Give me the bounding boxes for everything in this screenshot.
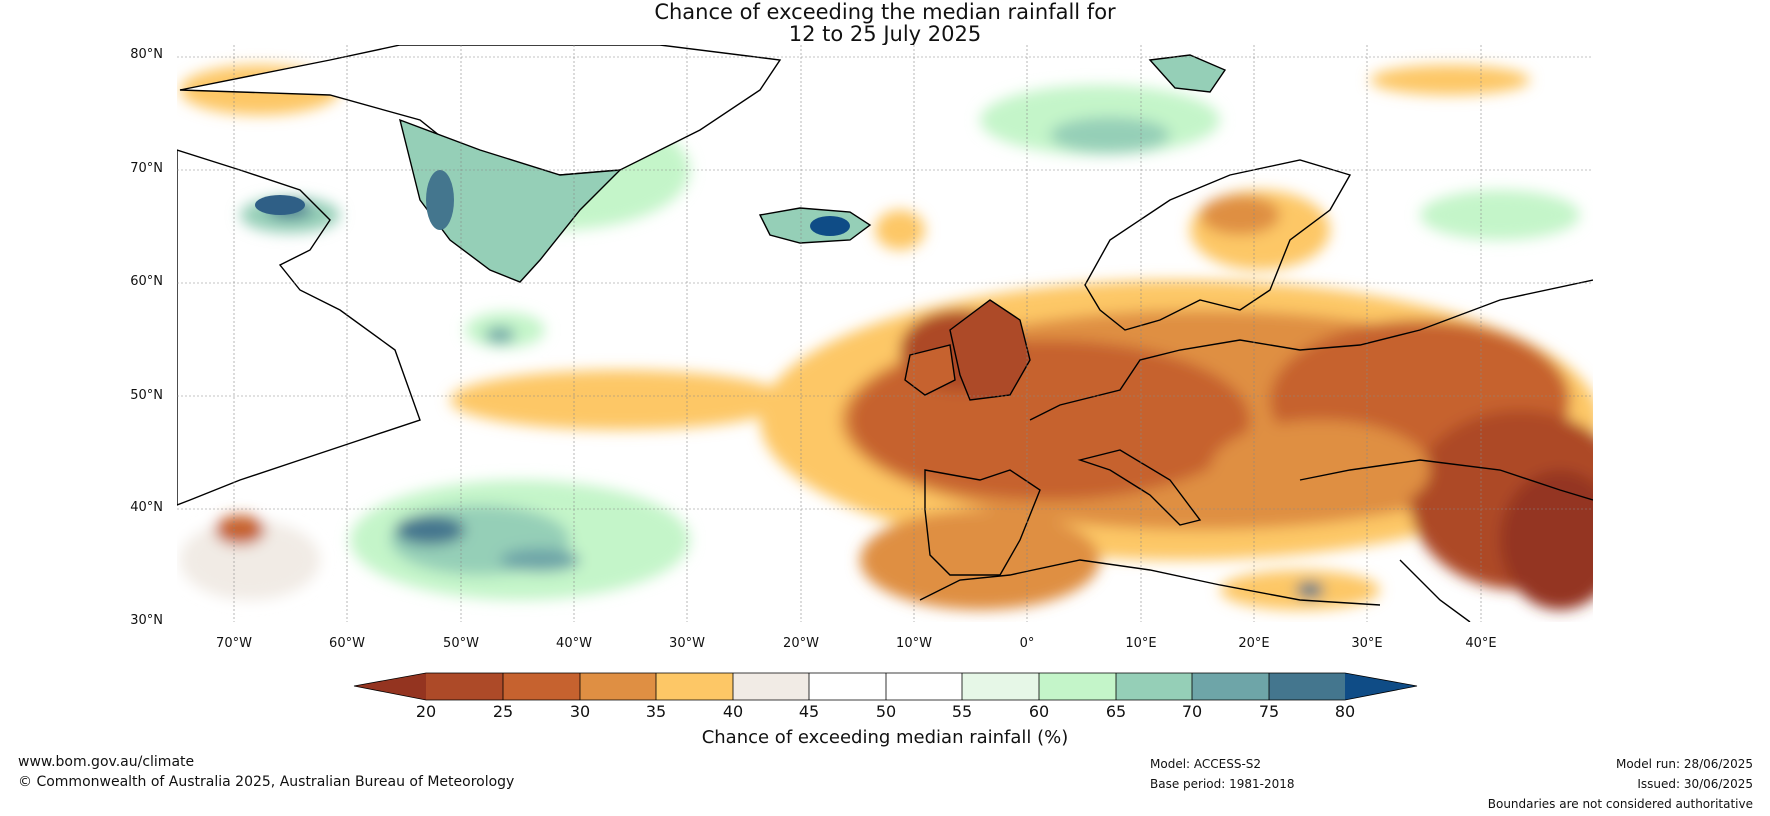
- lat-label-80n: 80°N: [130, 47, 163, 62]
- colorbar-bin-20-25: [426, 673, 503, 700]
- lon-label-10w: 10°W: [896, 636, 932, 651]
- colorbar-tick-40: 40: [722, 702, 744, 721]
- colorbar-tick-80: 80: [1334, 702, 1356, 721]
- lat-label-40n: 40°N: [130, 500, 163, 515]
- colorbar-bin-65-70: [1116, 673, 1192, 700]
- lon-label-40e: 40°E: [1465, 636, 1497, 651]
- copyright-text: © Commonwealth of Australia 2025, Austra…: [18, 774, 515, 790]
- colorbar: [353, 672, 1418, 701]
- base-period: Base period: 1981-2018: [1150, 777, 1295, 791]
- lon-label-0: 0°: [1019, 636, 1035, 651]
- colorbar-over-arrow: [1345, 673, 1417, 700]
- colorbar-bin-50-55: [886, 673, 962, 700]
- lon-label-40w: 40°W: [556, 636, 592, 651]
- colorbar-bin-55-60: [962, 673, 1039, 700]
- colorbar-under-arrow: [354, 673, 426, 700]
- lon-label-30e: 30°E: [1351, 636, 1383, 651]
- lon-label-60w: 60°W: [329, 636, 365, 651]
- lon-label-20e: 20°E: [1238, 636, 1270, 651]
- colorbar-bin-70-75: [1192, 673, 1269, 700]
- colorbar-bin-30-35: [580, 673, 656, 700]
- colorbar-tick-60: 60: [1028, 702, 1050, 721]
- colorbar-tick-75: 75: [1258, 702, 1280, 721]
- colorbar-bin-25-30: [503, 673, 580, 700]
- colorbar-tick-20: 20: [415, 702, 437, 721]
- colorbar-title: Chance of exceeding median rainfall (%): [701, 727, 1069, 748]
- colorbar-tick-35: 35: [645, 702, 667, 721]
- colorbar-bin-75-80: [1269, 673, 1345, 700]
- colorbar-bin-35-40: [656, 673, 733, 700]
- lat-label-70n: 70°N: [130, 161, 163, 176]
- bom-url: www.bom.gov.au/climate: [18, 754, 195, 770]
- lon-label-50w: 50°W: [443, 636, 479, 651]
- graticule: [177, 45, 1593, 622]
- lat-label-30n: 30°N: [130, 613, 163, 628]
- colorbar-tick-45: 45: [798, 702, 820, 721]
- map-title-line-2: 12 to 25 July 2025: [788, 22, 982, 46]
- model-name: Model: ACCESS-S2: [1150, 757, 1262, 771]
- colorbar-tick-55: 55: [951, 702, 973, 721]
- lat-label-60n: 60°N: [130, 274, 163, 289]
- lat-label-50n: 50°N: [130, 388, 163, 403]
- lon-label-70w: 70°W: [216, 636, 252, 651]
- colorbar-tick-50: 50: [875, 702, 897, 721]
- lon-label-30w: 30°W: [669, 636, 705, 651]
- map-title-line-1: Chance of exceeding the median rainfall …: [654, 0, 1116, 24]
- colorbar-tick-70: 70: [1181, 702, 1203, 721]
- colorbar-bin-45-50: [809, 673, 886, 700]
- colorbar-bin-40-45: [733, 673, 809, 700]
- colorbar-tick-25: 25: [492, 702, 514, 721]
- boundaries-disclaimer: Boundaries are not considered authoritat…: [1487, 797, 1753, 811]
- colorbar-bin-60-65: [1039, 673, 1116, 700]
- model-run-date: Model run: 28/06/2025: [1615, 757, 1753, 771]
- lon-label-10e: 10°E: [1125, 636, 1157, 651]
- lon-label-20w: 20°W: [783, 636, 819, 651]
- issued-date: Issued: 30/06/2025: [1637, 777, 1753, 791]
- colorbar-tick-30: 30: [569, 702, 591, 721]
- colorbar-tick-65: 65: [1105, 702, 1127, 721]
- map-area: [177, 45, 1593, 622]
